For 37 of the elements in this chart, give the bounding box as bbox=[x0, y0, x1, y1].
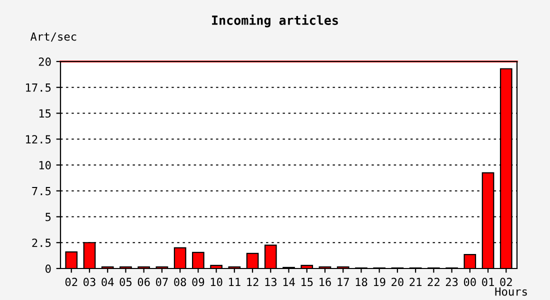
x-tick-label: 06 bbox=[138, 278, 150, 286]
x-tick-label: 02 bbox=[65, 278, 78, 286]
x-tick-label: 07 bbox=[156, 278, 168, 286]
x-tick-label: 18 bbox=[356, 278, 368, 286]
x-tick-label: 05 bbox=[120, 278, 132, 286]
x-tick-label: 01 bbox=[482, 278, 494, 286]
y-tick-label: 5 bbox=[46, 212, 51, 222]
x-tick-label: 04 bbox=[102, 278, 114, 286]
x-tick-label: 21 bbox=[410, 278, 422, 286]
x-tick-label: 23 bbox=[446, 278, 458, 286]
x-tick-label: 14 bbox=[283, 278, 295, 286]
y-axis-title: Art/sec bbox=[30, 32, 76, 42]
chart-title: Incoming articles bbox=[212, 14, 338, 28]
y-tick-label: 15 bbox=[39, 109, 51, 118]
y-tick-label: 0 bbox=[46, 264, 51, 273]
x-tick-label: 09 bbox=[192, 278, 204, 286]
x-tick-label: 19 bbox=[374, 278, 386, 286]
x-tick-label: 20 bbox=[392, 278, 404, 286]
y-tick-label: 7.5 bbox=[32, 187, 51, 196]
x-tick-label: 13 bbox=[265, 278, 276, 286]
x-tick-label: 10 bbox=[210, 278, 222, 286]
y-tick-label: 10 bbox=[39, 161, 51, 170]
x-tick-label: 22 bbox=[428, 278, 440, 286]
y-tick-label: 20 bbox=[38, 58, 51, 66]
x-tick-label: 16 bbox=[320, 278, 331, 286]
x-tick-label: 03 bbox=[84, 278, 96, 286]
x-tick-label: 17 bbox=[338, 278, 349, 286]
x-axis-title: Hours bbox=[495, 287, 527, 296]
x-tick-label: 02 bbox=[500, 278, 512, 286]
x-tick-label: 08 bbox=[174, 278, 186, 286]
x-tick-label: 00 bbox=[464, 278, 476, 286]
y-tick-label: 12.5 bbox=[26, 135, 51, 144]
y-tick-label: 2.5 bbox=[32, 238, 51, 248]
y-tick-label: 17.5 bbox=[26, 84, 51, 92]
x-tick-label: 12 bbox=[247, 278, 258, 286]
x-tick-label: 15 bbox=[302, 278, 313, 286]
x-tick-label: 11 bbox=[229, 278, 240, 286]
